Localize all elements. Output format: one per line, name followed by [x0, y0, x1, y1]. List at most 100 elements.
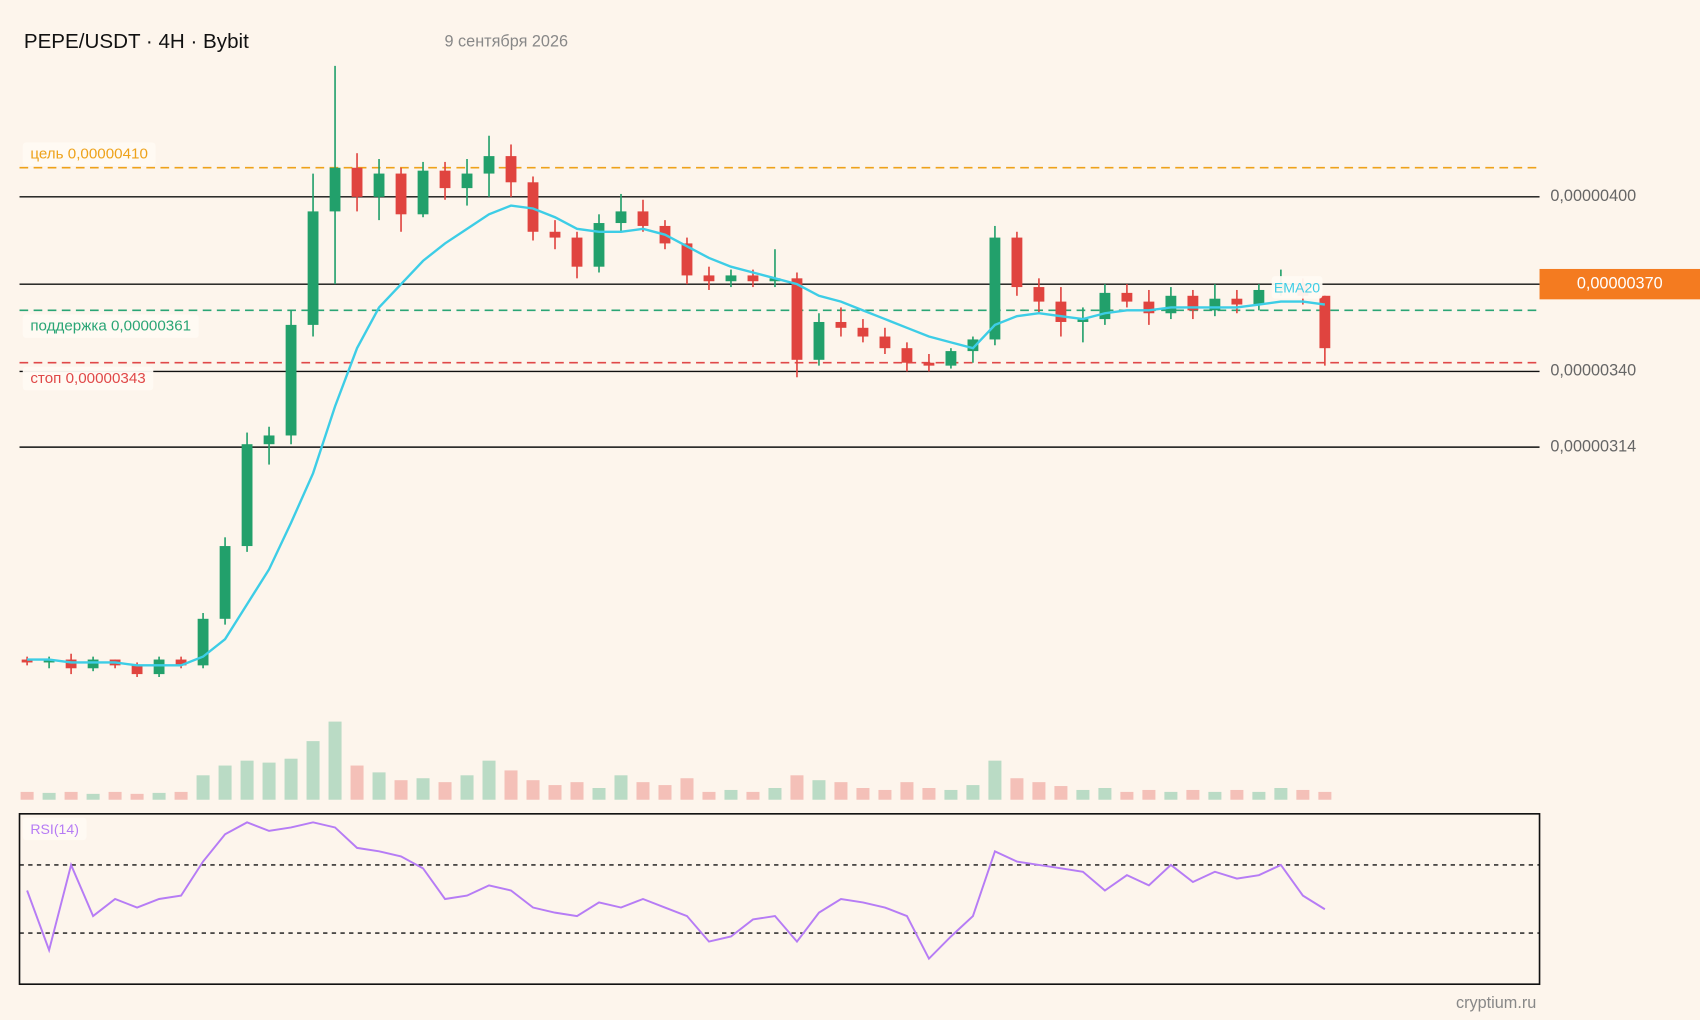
- volume-bar: [856, 788, 870, 800]
- volume-bar: [988, 760, 1002, 800]
- volume-bar: [1186, 789, 1200, 800]
- candle-body: [1253, 289, 1265, 305]
- volume-bar: [592, 788, 606, 800]
- candle-body: [923, 362, 935, 366]
- candle-body: [1055, 301, 1067, 322]
- candle-body: [1143, 301, 1155, 314]
- volume-bar: [20, 791, 34, 800]
- label-box: [22, 366, 154, 391]
- candle-body: [483, 156, 495, 174]
- label-box: [22, 142, 156, 167]
- candle-body: [527, 182, 539, 232]
- y-tick-label: 0,00000314: [1550, 437, 1636, 455]
- level-label: стоп 0,00000343: [30, 370, 145, 387]
- volume-bar: [1076, 789, 1090, 800]
- candle-body: [1319, 295, 1331, 349]
- candle-body: [241, 444, 253, 547]
- level-label: цель 0,00000410: [30, 146, 148, 163]
- volume-bar: [1142, 789, 1156, 800]
- volume-bar: [64, 791, 78, 800]
- volume-bar: [944, 789, 958, 800]
- volume-bar: [1296, 789, 1310, 800]
- volume-bar: [636, 782, 650, 800]
- volume-bar: [1120, 791, 1134, 800]
- volume-bar: [702, 791, 716, 800]
- candle-body: [329, 167, 341, 212]
- volume-bar: [1164, 791, 1178, 800]
- chart-title: PEPE/USDT · 4H · Bybit: [24, 30, 249, 53]
- candle-body: [373, 173, 385, 197]
- candle-body: [417, 170, 429, 215]
- price-tag-label: 0,00000370: [1577, 274, 1663, 292]
- candle-body: [175, 659, 187, 666]
- candle-body: [879, 336, 891, 349]
- volume-bar: [350, 765, 364, 800]
- volume-bar: [328, 721, 342, 800]
- candle-body: [901, 348, 913, 363]
- volume-bar: [1230, 789, 1244, 800]
- candle-body: [725, 275, 737, 282]
- volume-bar: [284, 758, 298, 800]
- volume-bar: [152, 792, 166, 800]
- candle-body: [747, 275, 759, 282]
- candle-body: [967, 339, 979, 352]
- candle-body: [615, 211, 627, 224]
- volume-bar: [658, 785, 672, 800]
- volume-bar: [526, 780, 540, 800]
- volume-bar: [878, 789, 892, 800]
- volume-bar: [306, 741, 320, 800]
- candle-body: [285, 324, 297, 436]
- candle-body: [835, 321, 847, 328]
- candle-body: [461, 173, 473, 189]
- volume-bar: [174, 791, 188, 800]
- volume-bar: [1274, 788, 1288, 800]
- volume-bar: [196, 775, 210, 800]
- candle-body: [153, 659, 165, 675]
- candle-body: [549, 231, 561, 238]
- volume-bar: [42, 792, 56, 800]
- candle-body: [1209, 298, 1221, 311]
- volume-bar: [416, 778, 430, 800]
- candle-body: [681, 243, 693, 276]
- volume-bar: [504, 770, 518, 800]
- candle-body: [219, 546, 231, 619]
- candle-body: [989, 237, 1001, 340]
- volume-bar: [394, 780, 408, 800]
- volume-bar: [438, 782, 452, 800]
- level-label: поддержка 0,00000361: [30, 318, 191, 335]
- volume-bar: [966, 785, 980, 800]
- volume-bar: [86, 793, 100, 800]
- candle-body: [637, 211, 649, 226]
- volume-bar: [262, 762, 276, 800]
- volume-bar: [240, 760, 254, 800]
- candle-body: [197, 618, 209, 666]
- candle-body: [791, 278, 803, 360]
- candle-body: [703, 275, 715, 282]
- price-tag: [1539, 268, 1700, 300]
- watermark: cryptium.ru: [1456, 994, 1536, 1012]
- volume-bar: [460, 775, 474, 800]
- label-box: [1271, 276, 1323, 299]
- volume-bar: [1098, 788, 1112, 800]
- y-tick-label: 0,00000400: [1550, 187, 1636, 205]
- candle-body: [87, 659, 99, 669]
- volume-bar: [1318, 791, 1332, 800]
- candle-body: [131, 665, 143, 675]
- rsi-label: RSI(14): [30, 821, 79, 837]
- candle-body: [769, 278, 781, 282]
- rsi-line: [26, 821, 1326, 961]
- candle-body: [263, 435, 275, 445]
- candle-body: [439, 170, 451, 189]
- volume-bar: [218, 765, 232, 800]
- volume-bar: [614, 775, 628, 800]
- candle-body: [1165, 295, 1177, 314]
- ema-line: [27, 204, 1326, 667]
- volume-bar: [790, 775, 804, 800]
- volume-bar: [108, 791, 122, 800]
- volume-bar: [372, 772, 386, 800]
- candle-body: [813, 321, 825, 360]
- candle-body: [1077, 319, 1089, 322]
- volume-bar: [1032, 782, 1046, 800]
